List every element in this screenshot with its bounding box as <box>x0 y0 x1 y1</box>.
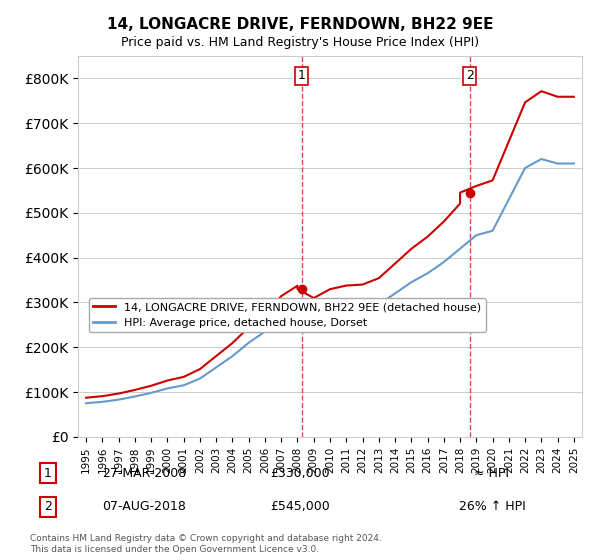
Text: 26% ↑ HPI: 26% ↑ HPI <box>458 500 526 514</box>
Text: £545,000: £545,000 <box>270 500 330 514</box>
Text: 07-AUG-2018: 07-AUG-2018 <box>102 500 186 514</box>
Text: 14, LONGACRE DRIVE, FERNDOWN, BH22 9EE: 14, LONGACRE DRIVE, FERNDOWN, BH22 9EE <box>107 17 493 32</box>
Text: This data is licensed under the Open Government Licence v3.0.: This data is licensed under the Open Gov… <box>30 545 319 554</box>
Text: 27-MAR-2008: 27-MAR-2008 <box>102 466 186 480</box>
Text: ≈ HPI: ≈ HPI <box>475 466 509 480</box>
Text: 1: 1 <box>298 69 305 82</box>
Legend: 14, LONGACRE DRIVE, FERNDOWN, BH22 9EE (detached house), HPI: Average price, det: 14, LONGACRE DRIVE, FERNDOWN, BH22 9EE (… <box>89 298 486 332</box>
Text: £330,000: £330,000 <box>270 466 330 480</box>
Text: 2: 2 <box>44 500 52 514</box>
Text: 2: 2 <box>466 69 474 82</box>
Text: Contains HM Land Registry data © Crown copyright and database right 2024.: Contains HM Land Registry data © Crown c… <box>30 534 382 543</box>
Text: 1: 1 <box>44 466 52 480</box>
Text: Price paid vs. HM Land Registry's House Price Index (HPI): Price paid vs. HM Land Registry's House … <box>121 36 479 49</box>
